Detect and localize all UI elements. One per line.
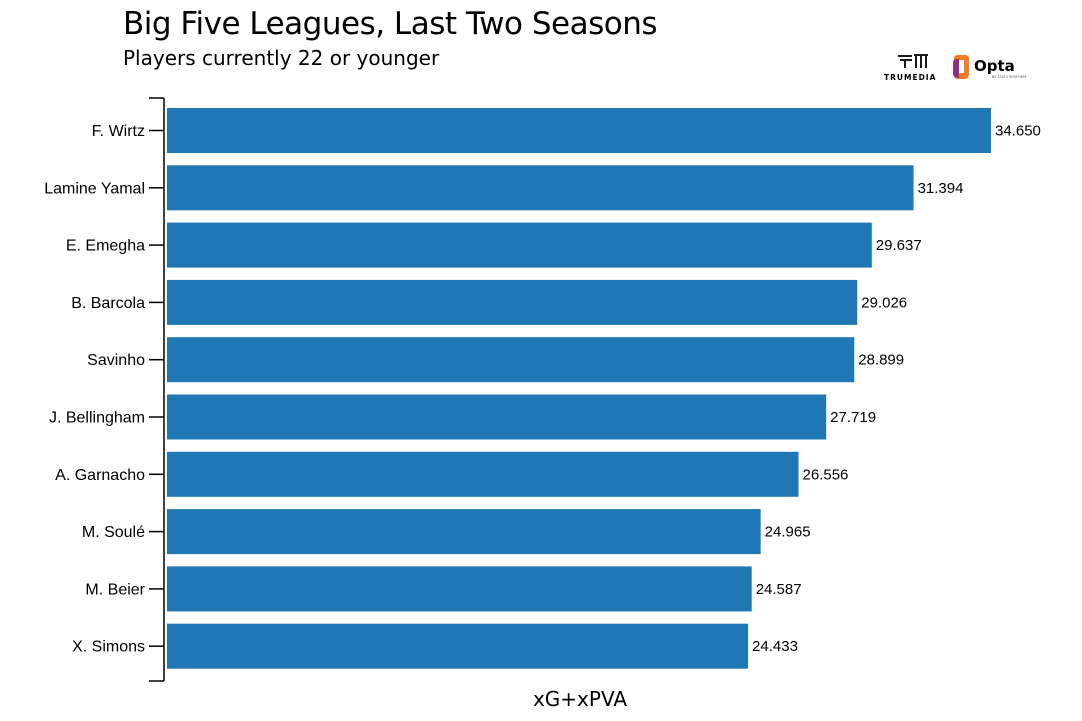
category-label: B. Barcola [71, 295, 145, 312]
category-label: Lamine Yamal [44, 180, 145, 197]
category-label: E. Emegha [66, 238, 145, 255]
bar [167, 394, 827, 440]
value-label: 26.556 [803, 466, 849, 483]
opta-subtext: by Stats Perform [992, 75, 1027, 79]
category-label: X. Simons [72, 639, 145, 656]
opta-mark-icon [953, 55, 969, 79]
x-axis-label: xG+xPVA [532, 687, 628, 711]
opta-logo: Opta by Stats Perform [950, 54, 1030, 84]
bar [167, 222, 872, 268]
bar [167, 279, 858, 325]
bar [167, 337, 855, 383]
bar [167, 451, 799, 497]
value-label: 29.637 [876, 237, 922, 254]
value-label: 24.433 [752, 638, 798, 655]
value-label: 28.899 [858, 352, 904, 369]
value-label: 24.587 [756, 581, 802, 598]
category-label: M. Beier [85, 581, 145, 598]
bar [167, 165, 914, 211]
value-label: 24.965 [765, 524, 811, 541]
category-label: A. Garnacho [55, 467, 145, 484]
trumedia-mark-icon [898, 54, 928, 68]
value-label: 34.650 [995, 123, 1041, 140]
category-label: Savinho [87, 352, 145, 369]
category-label: F. Wirtz [92, 123, 145, 140]
value-label: 27.719 [830, 409, 876, 426]
category-label: J. Bellingham [49, 410, 145, 427]
bar [167, 623, 749, 669]
value-label: 31.394 [918, 180, 964, 197]
bar [167, 566, 752, 612]
chart-title: Big Five Leagues, Last Two Seasons [123, 6, 658, 42]
logos: TRUMEDIA Opta by Stats Perform [884, 52, 1034, 84]
opta-wordmark: Opta [974, 57, 1015, 75]
value-label: 29.026 [861, 294, 907, 311]
bar [167, 509, 761, 555]
category-label: M. Soulé [82, 524, 145, 541]
trumedia-wordmark: TRUMEDIA [884, 73, 937, 82]
chart-subtitle: Players currently 22 or younger [123, 46, 440, 70]
bar [167, 108, 991, 153]
trumedia-logo: TRUMEDIA [884, 52, 944, 84]
